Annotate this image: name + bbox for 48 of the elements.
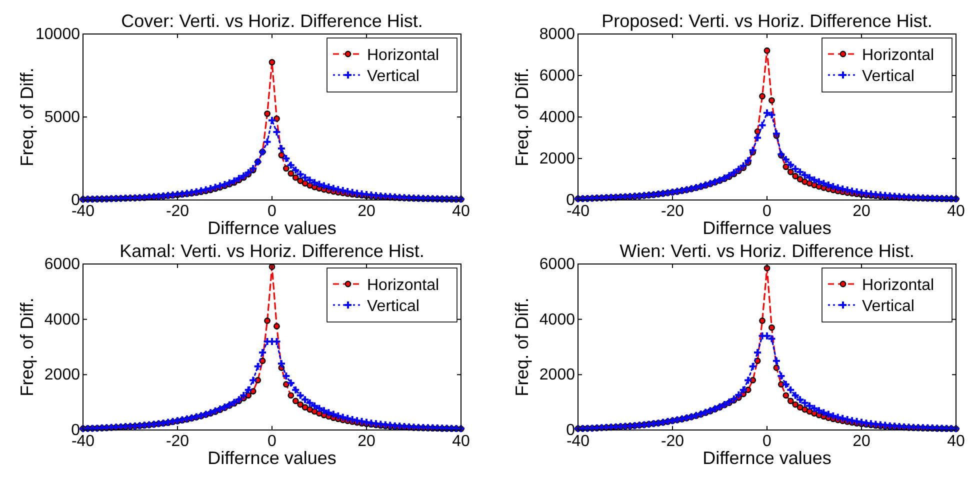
y-tick-label: 2000 [539,366,576,384]
y-tick-label: 4000 [539,109,576,126]
x-tick-label: -20 [660,203,684,220]
x-tick-label: 0 [762,433,772,450]
x-tick-label: 40 [947,433,965,450]
legend-label: Vertical [862,68,914,85]
x-tick-label: 40 [452,203,470,220]
x-tick-label: 20 [358,203,376,220]
legend-label: Horizontal [862,277,934,294]
x-tick-label: 40 [947,203,965,220]
x-axis-title: Differnce values [208,448,336,468]
y-axis-title: Freq. of Diff. [17,298,37,396]
chart-title: Cover: Verti. vs Horiz. Difference Hist. [121,11,423,31]
x-tick-label: -20 [660,433,684,450]
legend-label: Vertical [367,68,420,85]
x-tick-label: -20 [166,203,190,220]
legend-label: Vertical [367,298,420,315]
y-tick-label: 10000 [36,26,80,43]
y-axis-title: Freq. of Diff. [512,298,532,396]
y-tick-label: 6000 [44,256,80,273]
x-tick-label: 20 [852,203,870,220]
y-tick-label: 4000 [539,311,576,328]
y-tick-label: 4000 [44,311,80,328]
y-tick-label: 2000 [539,150,576,168]
y-tick-label: 6000 [539,256,576,273]
x-tick-label: -20 [166,433,190,450]
y-tick-label: 6000 [539,68,576,84]
y-tick-label: 5000 [44,109,80,126]
legend-label: Horizontal [367,47,440,64]
x-tick-label: 0 [268,203,277,220]
y-axis-title: Freq. of Diff. [17,68,37,166]
y-tick-label: 8000 [539,26,576,43]
x-axis-title: Differnce values [702,218,832,238]
chart-title: Wien: Verti. vs Horiz. Difference Hist. [620,241,914,261]
x-axis-title: Differnce values [208,218,336,238]
x-axis-title: Differnce values [702,448,832,468]
y-tick-label: 2000 [44,366,80,384]
x-tick-label: 0 [268,433,277,450]
legend-label: Vertical [862,298,914,315]
x-tick-label: 20 [852,433,870,450]
x-tick-label: 20 [358,433,376,450]
y-axis-title: Freq. of Diff. [512,68,532,166]
chart-title: Proposed: Verti. vs Horiz. Difference Hist. [602,11,932,31]
x-tick-label: 40 [452,433,470,450]
x-tick-label: 0 [762,203,772,220]
legend-label: Horizontal [367,277,440,294]
legend-label: Horizontal [862,47,934,64]
chart-title: Kamal: Verti. vs Horiz. Difference Hist. [120,241,424,261]
